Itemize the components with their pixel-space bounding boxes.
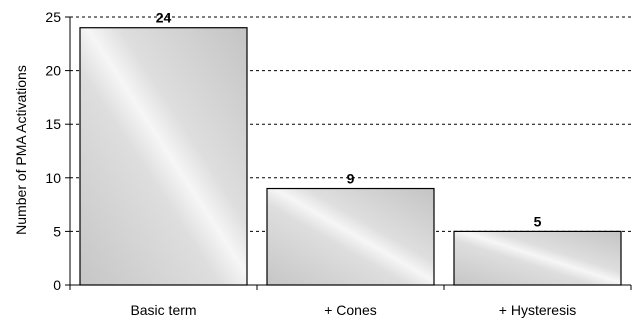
bar — [79, 27, 248, 286]
category-label: + Hysteresis — [499, 302, 576, 318]
bar — [453, 230, 622, 286]
bar — [266, 187, 435, 286]
data-label: 9 — [347, 171, 355, 187]
labels: 24 Basic term 9 + Cones 5 + Hysteresis 0 5 10 15 2… — [45, 9, 576, 318]
data-label: 5 — [534, 213, 542, 229]
category-label: + Cones — [324, 302, 377, 318]
y-tick-label: 15 — [45, 116, 61, 132]
y-tick-label: 0 — [53, 277, 61, 293]
y-tick-label: 25 — [45, 9, 61, 25]
category-label: Basic term — [130, 302, 196, 318]
data-label: 24 — [156, 10, 172, 26]
axes — [65, 16, 632, 290]
y-tick-label: 20 — [45, 63, 61, 79]
bars — [79, 27, 622, 286]
y-axis-label: Number of PMA Activations — [13, 65, 29, 235]
y-tick-label: 10 — [45, 170, 61, 186]
y-tick-label: 5 — [53, 223, 61, 239]
